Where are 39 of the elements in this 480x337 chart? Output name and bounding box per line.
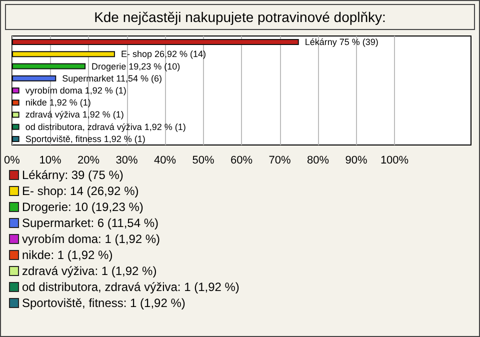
category-label: Lékárny 75 % (39): [304, 37, 378, 48]
x-tick-label: 40%: [154, 154, 176, 166]
x-tick-label: 0%: [4, 154, 20, 166]
text: vyrobím doma: 1 (1,92 %): [22, 231, 160, 247]
category-label: Sportoviště, fitness 1,92 % (1): [25, 134, 146, 144]
category-label: od distributora, zdravá výživa 1,92 % (1): [25, 122, 186, 132]
bar: [12, 75, 56, 82]
x-tick-label: 70%: [268, 154, 291, 166]
text: Sportoviště, fitness: 1 (1,92 %): [22, 295, 186, 311]
text: Lékárny: 39 (75 %): [22, 167, 124, 183]
category-label: nikde 1,92 % (1): [25, 98, 91, 108]
category-label: E- shop 26,92 % (14): [120, 49, 206, 60]
category-label: Supermarket 11,54 % (6): [62, 73, 162, 84]
x-tick-label: 50%: [192, 154, 214, 166]
bar: [12, 51, 115, 58]
x-tick-label: 90%: [345, 154, 368, 166]
text: zdravá výživa: 1 (1,92 %): [22, 263, 157, 279]
text: od distributora, zdravá výživa: 1 (1,92 %): [22, 279, 240, 295]
bar: [12, 63, 86, 70]
category-label: Drogerie 19,23 % (10): [92, 61, 180, 72]
bar: [12, 124, 20, 130]
x-tick-label: 30%: [116, 154, 138, 166]
category-label: vyrobím doma 1,92 % (1): [25, 86, 126, 96]
bar: [12, 39, 299, 46]
bar: [12, 88, 20, 94]
chart-title: Kde nejčastěji nakupujete potravinové doplňky:: [5, 4, 475, 30]
text: E- shop: 14 (26,92 %): [22, 183, 139, 199]
category-label: zdravá výživa 1,92 % (1): [25, 110, 124, 120]
bar: [12, 100, 20, 106]
text: Drogerie: 10 (19,23 %): [22, 199, 144, 215]
x-tick-label: 100%: [380, 154, 409, 166]
bar: [12, 112, 20, 118]
text: Supermarket: 6 (11,54 %): [22, 215, 159, 231]
text: nikde: 1 (1,92 %): [22, 247, 113, 263]
x-tick-label: 80%: [306, 154, 330, 166]
x-tick-label: 60%: [230, 154, 253, 166]
x-tick-label: 20%: [77, 154, 100, 166]
bar: [12, 136, 20, 142]
x-tick-label: 10%: [39, 154, 62, 166]
